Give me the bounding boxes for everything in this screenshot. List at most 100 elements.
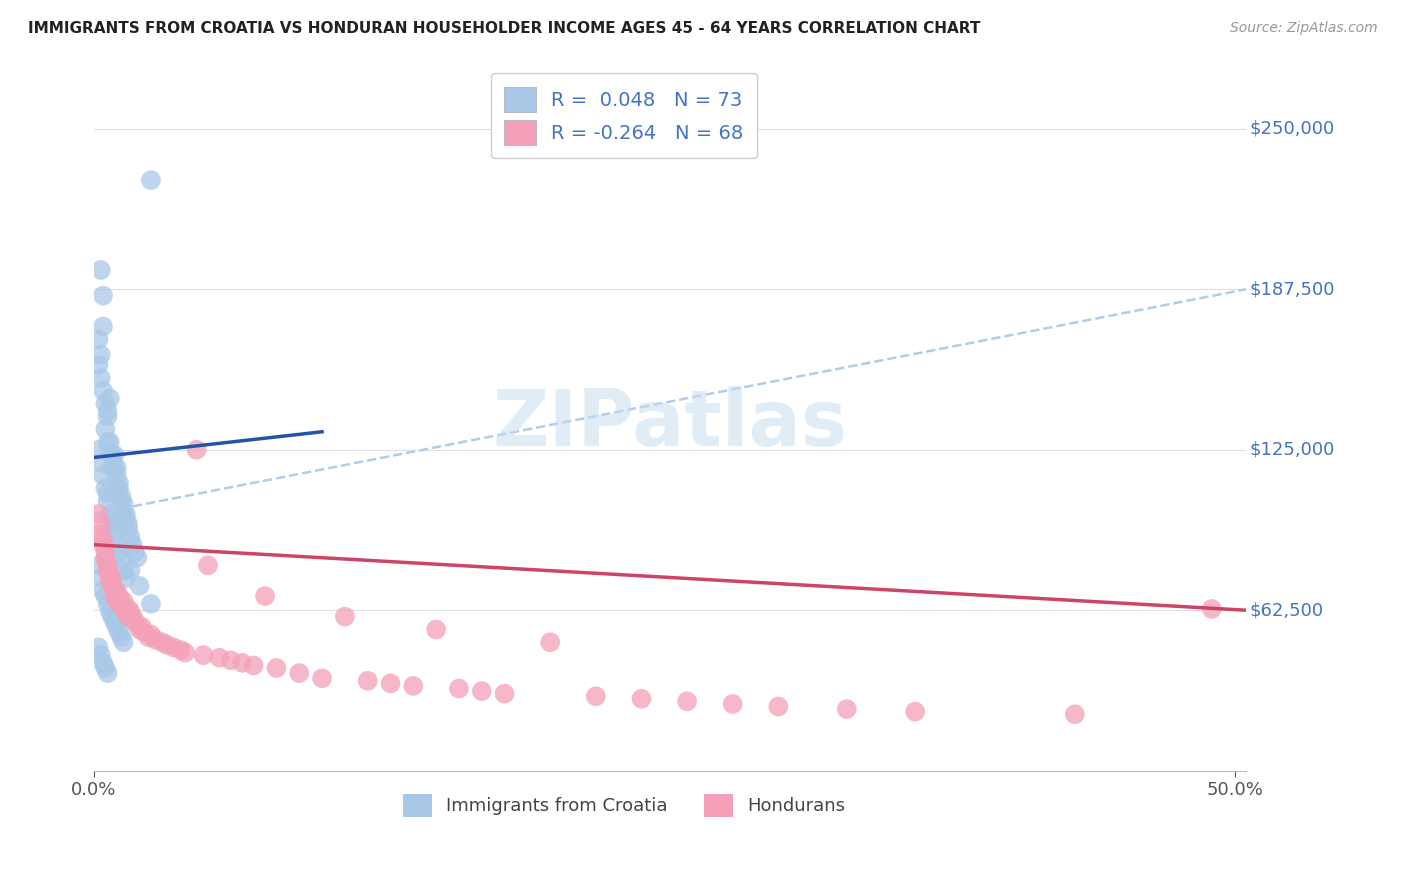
Point: [145, 632, 167, 647]
Point: [103, 460, 125, 475]
Point: [835, 702, 858, 716]
Point: [97, 409, 120, 424]
Point: [94, 396, 117, 410]
Point: [101, 609, 124, 624]
Point: [105, 468, 128, 483]
Point: [186, 442, 208, 457]
Point: [288, 666, 311, 681]
Point: [121, 609, 143, 624]
Point: [97, 666, 120, 681]
Point: [115, 571, 138, 585]
Text: IMMIGRANTS FROM CROATIA VS HONDURAN HOUSEHOLDER INCOME AGES 45 - 64 YEARS CORREL: IMMIGRANTS FROM CROATIA VS HONDURAN HOUS…: [28, 21, 980, 36]
Point: [112, 594, 135, 608]
Point: [630, 691, 652, 706]
Point: [112, 563, 135, 577]
Point: [94, 481, 117, 495]
Point: [105, 620, 128, 634]
Text: $187,500: $187,500: [1250, 280, 1334, 298]
Point: [585, 690, 607, 704]
Point: [115, 605, 138, 619]
Point: [98, 605, 121, 619]
Point: [91, 468, 114, 483]
Text: ZIPatlas: ZIPatlas: [492, 386, 848, 462]
Point: [97, 494, 120, 508]
Point: [108, 545, 131, 559]
Point: [110, 630, 132, 644]
Point: [112, 507, 135, 521]
Point: [110, 553, 132, 567]
Point: [242, 658, 264, 673]
Point: [87, 332, 110, 346]
Point: [91, 533, 114, 547]
Point: [131, 620, 153, 634]
Point: [128, 623, 150, 637]
Point: [94, 553, 117, 567]
Point: [447, 681, 470, 696]
Point: [127, 550, 149, 565]
Point: [87, 558, 110, 573]
Point: [110, 597, 132, 611]
Point: [219, 653, 242, 667]
Point: [494, 687, 516, 701]
Legend: Immigrants from Croatia, Hondurans: Immigrants from Croatia, Hondurans: [395, 787, 852, 824]
Point: [112, 602, 135, 616]
Point: [197, 558, 219, 573]
Point: [108, 481, 131, 495]
Point: [94, 589, 117, 603]
Point: [97, 558, 120, 573]
Point: [117, 602, 139, 616]
Point: [139, 627, 162, 641]
Point: [124, 545, 146, 559]
Point: [150, 635, 173, 649]
Point: [98, 435, 121, 450]
Point: [94, 545, 117, 559]
Point: [98, 507, 121, 521]
Point: [117, 522, 139, 536]
Point: [110, 489, 132, 503]
Point: [98, 568, 121, 582]
Point: [538, 635, 561, 649]
Point: [425, 623, 447, 637]
Text: Source: ZipAtlas.com: Source: ZipAtlas.com: [1230, 21, 1378, 35]
Point: [721, 697, 744, 711]
Point: [90, 456, 112, 470]
Point: [134, 625, 156, 640]
Point: [676, 694, 699, 708]
Point: [357, 673, 380, 688]
Point: [105, 594, 128, 608]
Point: [127, 617, 149, 632]
Point: [98, 392, 121, 406]
Point: [101, 515, 124, 529]
Point: [110, 494, 132, 508]
Text: $125,000: $125,000: [1250, 441, 1334, 458]
Point: [163, 640, 186, 655]
Point: [91, 538, 114, 552]
Point: [90, 371, 112, 385]
Point: [87, 442, 110, 457]
Point: [91, 656, 114, 670]
Point: [101, 571, 124, 585]
Point: [266, 661, 288, 675]
Point: [103, 584, 125, 599]
Point: [112, 635, 135, 649]
Point: [1201, 602, 1223, 616]
Point: [90, 648, 112, 662]
Text: $62,500: $62,500: [1250, 601, 1323, 619]
Point: [103, 527, 125, 541]
Point: [105, 486, 128, 500]
Point: [98, 574, 121, 588]
Point: [108, 476, 131, 491]
Point: [169, 643, 191, 657]
Point: [97, 563, 120, 577]
Point: [768, 699, 790, 714]
Point: [108, 625, 131, 640]
Point: [231, 656, 253, 670]
Point: [138, 630, 160, 644]
Text: $250,000: $250,000: [1250, 120, 1334, 137]
Point: [101, 520, 124, 534]
Point: [98, 445, 121, 459]
Point: [87, 358, 110, 372]
Point: [105, 538, 128, 552]
Point: [1064, 707, 1087, 722]
Point: [402, 679, 425, 693]
